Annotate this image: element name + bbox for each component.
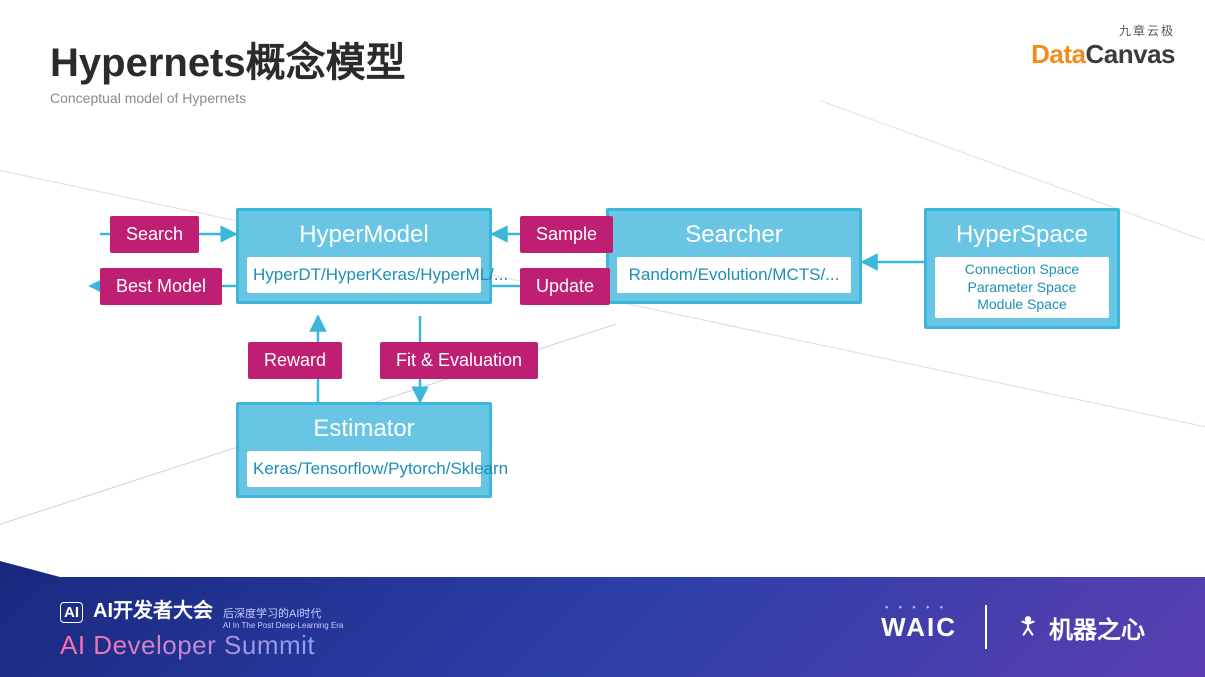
tag-reward: Reward <box>248 342 342 379</box>
footer-en: AI Developer Summit <box>60 630 343 661</box>
node-searcher-title: Searcher <box>609 211 859 257</box>
node-estimator: EstimatorKeras/Tensorflow/Pytorch/Sklear… <box>236 402 492 498</box>
node-searcher: SearcherRandom/Evolution/MCTS/... <box>606 208 862 304</box>
node-hyperspace: HyperSpaceConnection Space Parameter Spa… <box>924 208 1120 329</box>
waic-logo: • • • • • WAIC <box>881 612 957 643</box>
node-searcher-subtitle: Random/Evolution/MCTS/... <box>617 257 851 293</box>
node-hyperspace-subtitle: Connection Space Parameter Space Module … <box>935 257 1109 318</box>
node-hypermodel-subtitle: HyperDT/HyperKeras/HyperML/... <box>247 257 481 293</box>
tag-search: Search <box>110 216 199 253</box>
jqzx-logo: 机器之心 <box>1015 610 1145 645</box>
footer-cn-sub2: AI In The Post Deep-Learning Era <box>223 621 343 630</box>
footer-cn-sub1: 后深度学习的AI时代 <box>223 605 343 621</box>
node-hyperspace-title: HyperSpace <box>927 211 1117 257</box>
footer-separator <box>985 605 987 649</box>
diagram-canvas: HyperModelHyperDT/HyperKeras/HyperML/...… <box>0 0 1205 560</box>
tag-fiteval: Fit & Evaluation <box>380 342 538 379</box>
tag-update: Update <box>520 268 610 305</box>
footer-right: • • • • • WAIC 机器之心 <box>881 605 1145 649</box>
node-estimator-title: Estimator <box>239 405 489 451</box>
figure-icon <box>1015 614 1041 640</box>
footer-left: AI AI开发者大会 后深度学习的AI时代 AI In The Post Dee… <box>60 594 343 661</box>
node-hypermodel: HyperModelHyperDT/HyperKeras/HyperML/... <box>236 208 492 304</box>
footer-bar: AI AI开发者大会 后深度学习的AI时代 AI In The Post Dee… <box>0 577 1205 677</box>
tag-bestmodel: Best Model <box>100 268 222 305</box>
node-hypermodel-title: HyperModel <box>239 211 489 257</box>
tag-sample: Sample <box>520 216 613 253</box>
node-estimator-subtitle: Keras/Tensorflow/Pytorch/Sklearn <box>247 451 481 487</box>
footer-cn-main: AI开发者大会 <box>93 594 213 623</box>
